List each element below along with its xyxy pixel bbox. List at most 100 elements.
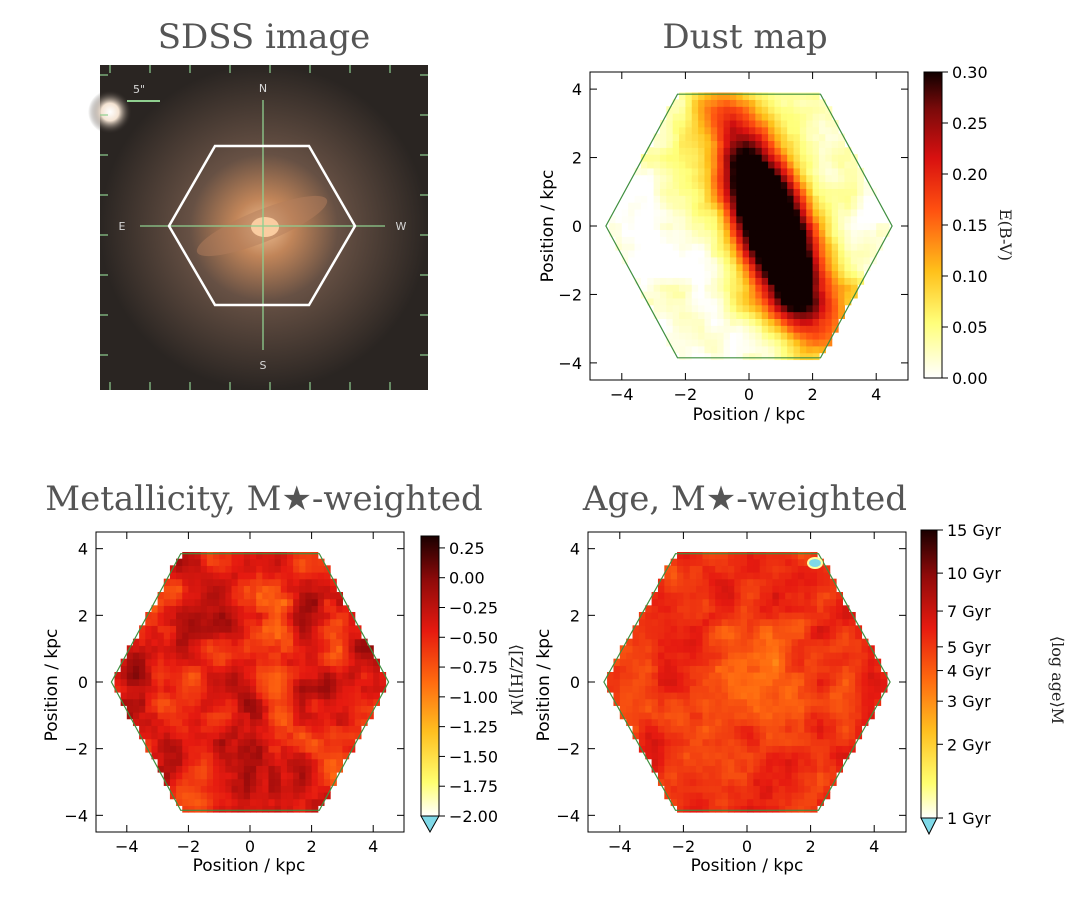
dust-pixel xyxy=(742,284,750,292)
metal-pixel xyxy=(194,778,202,786)
dust-pixel xyxy=(723,236,731,244)
age-pixel xyxy=(829,778,837,786)
dust-pixel xyxy=(717,277,725,285)
age-pixel xyxy=(638,612,646,620)
age-pixel xyxy=(740,692,748,700)
age-pixel xyxy=(715,738,723,746)
metal-pixel xyxy=(354,698,362,706)
metal-pixel xyxy=(323,758,331,766)
metal-pixel xyxy=(194,805,202,813)
metal-pixel xyxy=(243,692,251,700)
age-pixel xyxy=(619,705,627,713)
metal-pixel xyxy=(323,625,331,633)
age-pixel xyxy=(670,698,678,706)
metal-pixel xyxy=(323,778,331,786)
dust-pixel xyxy=(850,174,858,183)
dust-pixel xyxy=(736,174,744,183)
metal-pixel xyxy=(280,752,288,760)
dust-pixel xyxy=(831,256,839,265)
metal-pixel xyxy=(163,665,171,673)
age-pixel xyxy=(747,805,754,813)
age-pixel xyxy=(861,652,869,660)
dust-pixel xyxy=(768,222,776,231)
metal-pixel xyxy=(348,612,356,620)
age-pixel xyxy=(823,705,831,713)
dust-pixel xyxy=(818,318,826,326)
metal-pixel xyxy=(126,652,134,660)
dust-pixel xyxy=(698,229,706,237)
metal-pixel xyxy=(169,692,177,700)
dust-pixel xyxy=(742,160,750,169)
age-pixel xyxy=(867,652,875,660)
dust-pixel xyxy=(774,284,782,292)
metal-pixel xyxy=(354,692,362,700)
age-pixel xyxy=(759,778,767,786)
metal-pixel xyxy=(200,592,208,600)
metal-pixel xyxy=(317,732,325,740)
metal-pixel xyxy=(286,765,294,773)
dust-pixel xyxy=(729,147,737,155)
age-pixel xyxy=(702,678,710,686)
age-pixel xyxy=(734,805,742,813)
metal-pixel xyxy=(342,732,350,740)
metal-pixel xyxy=(342,685,350,693)
metal-pixel xyxy=(200,585,208,593)
metal-pixel xyxy=(237,585,245,593)
dust-pixel xyxy=(774,338,782,347)
dust-pixel xyxy=(850,284,858,292)
age-pixel xyxy=(766,765,774,773)
age-ytick-label: 0 xyxy=(570,673,580,692)
metal-pixel xyxy=(163,778,171,786)
age-pixel xyxy=(670,652,678,660)
metal-pixel xyxy=(182,598,189,606)
metal-pixel xyxy=(256,672,263,680)
dust-pixel xyxy=(704,106,712,114)
age-pixel xyxy=(619,685,627,693)
age-pixel xyxy=(619,692,627,700)
metal-pixel xyxy=(213,658,220,666)
metal-pixel xyxy=(213,705,220,713)
metal-pixel xyxy=(311,638,319,646)
age-pixel xyxy=(664,638,672,646)
sdss-compass-w: W xyxy=(396,220,407,233)
age-pixel xyxy=(677,585,684,593)
dust-pixel xyxy=(704,160,712,169)
dust-pixel xyxy=(729,332,737,340)
age-pixel xyxy=(785,678,793,686)
metal-pixel xyxy=(311,578,319,586)
metal-pixel xyxy=(311,658,319,666)
dust-pixel xyxy=(793,325,801,333)
metal-pixel xyxy=(206,798,214,806)
dust-pixel xyxy=(755,208,763,217)
metal-pixel xyxy=(194,725,202,733)
age-pixel xyxy=(708,552,716,560)
dust-pixel xyxy=(698,284,706,292)
metal-pixel xyxy=(286,672,294,680)
dust-pixel xyxy=(685,311,693,319)
metal-pixel xyxy=(219,692,226,700)
age-pixel xyxy=(670,578,678,586)
dust-pixel xyxy=(831,318,839,326)
metal-pixel xyxy=(262,712,270,720)
dust-pixel xyxy=(780,154,788,162)
age-pixel xyxy=(778,765,786,773)
metal-pixel xyxy=(323,572,331,580)
metal-pixel xyxy=(280,738,288,746)
dust-pixel xyxy=(768,174,776,183)
dust-pixel xyxy=(831,160,839,169)
metal-pixel xyxy=(286,552,294,560)
dust-pixel xyxy=(729,291,737,299)
dust-pixel xyxy=(799,243,807,251)
metal-pixel xyxy=(250,585,257,593)
metal-pixel xyxy=(348,712,356,720)
age-pixel xyxy=(670,772,678,780)
dust-pixel xyxy=(774,243,782,251)
dust-pixel xyxy=(615,229,623,237)
metal-pixel xyxy=(360,692,368,700)
age-pixel xyxy=(727,725,735,733)
age-pixel xyxy=(810,665,818,673)
dust-cb-tick-label: 0.05 xyxy=(952,318,988,337)
dust-pixel xyxy=(812,236,820,244)
metal-pixel xyxy=(293,652,300,660)
age-pixel xyxy=(708,665,716,673)
